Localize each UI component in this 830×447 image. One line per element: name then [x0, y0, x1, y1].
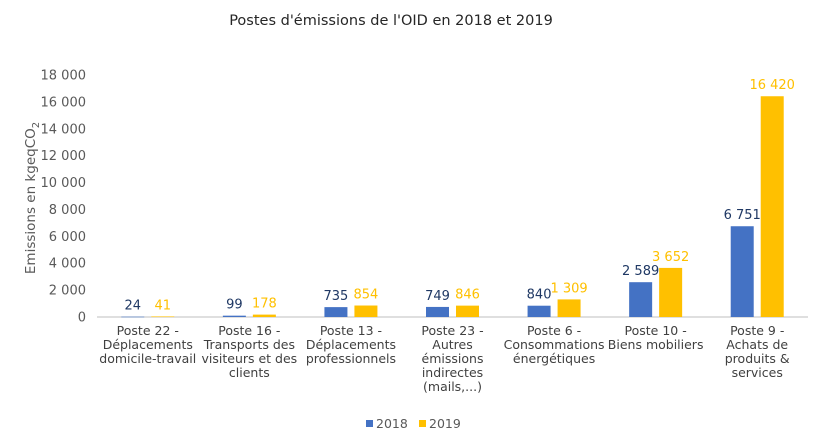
bar-2019: [354, 305, 378, 317]
data-label-2018: 6 751: [724, 208, 761, 223]
y-tick-label: 8 000: [49, 203, 86, 218]
x-category-label-line: Poste 10 -: [625, 323, 687, 338]
y-axis-title: Emissions en kgeqCO2: [23, 122, 42, 274]
data-label-2019: 178: [252, 297, 277, 312]
x-category-label: Poste 13 -Déplacements professionnels: [306, 323, 396, 366]
y-tick-label: 4 000: [49, 257, 86, 272]
x-category-label: Poste 10 -Biens mobiliers: [608, 323, 704, 352]
y-axis-ticks: 0 2 000 4 000 6 000 8 000 10 000 12 000 14 000 1…: [41, 69, 87, 326]
x-category-label-line: Biens mobiliers: [608, 337, 704, 352]
data-label-2019: 41: [155, 298, 172, 313]
x-category-label-line: domicile-travail: [99, 351, 196, 366]
x-category-label-line: Poste 6 -: [527, 323, 581, 338]
x-category-label-line: produits &: [725, 351, 790, 366]
y-axis-title-main: Emissions en kgeqCO: [23, 128, 39, 274]
data-label-2018: 735: [324, 289, 349, 304]
bar-2019: [151, 316, 175, 318]
bar-2019: [760, 96, 784, 318]
y-tick-label: 0: [78, 311, 86, 326]
data-label-2019: 854: [354, 288, 379, 303]
x-category-label-line: professionnels: [306, 351, 396, 366]
x-category-label-line: Transports des: [203, 337, 295, 352]
bars: [121, 96, 784, 318]
x-category-label: Poste 6 -Consommations énergétiques: [504, 323, 605, 366]
bar-2019: [659, 267, 683, 317]
y-tick-label: 18 000: [41, 69, 87, 84]
data-label-2018: 840: [527, 288, 552, 303]
legend-label-2019: 2019: [429, 416, 461, 431]
x-category-label-line: indirectes: [422, 365, 483, 380]
y-tick-label: 16 000: [41, 95, 87, 110]
x-category-label-line: Poste 16 -: [218, 323, 280, 338]
x-category-label-line: clients: [229, 365, 270, 380]
data-label-2018: 24: [125, 299, 142, 314]
bar-2019: [252, 314, 276, 317]
x-category-label-line: services: [732, 365, 783, 380]
bar-2018: [527, 305, 551, 317]
data-label-2018: 99: [226, 298, 243, 313]
y-tick-label: 14 000: [41, 122, 87, 137]
legend-swatch-2018: [366, 420, 373, 427]
x-category-label: Poste 16 -Transports des visiteurs et des…: [202, 323, 298, 380]
bar-2018: [629, 282, 653, 317]
bar-2018: [121, 316, 145, 318]
data-label-2019: 1 309: [550, 281, 587, 296]
category-labels: Poste 22 -Déplacements domicile-travailPo…: [99, 323, 790, 394]
bar-2018: [730, 226, 754, 317]
y-axis-title-subscript: 2: [31, 122, 42, 128]
x-category-label-line: visiteurs et des: [202, 351, 298, 366]
x-category-label-line: Poste 9 -: [730, 323, 784, 338]
y-tick-label: 12 000: [41, 149, 87, 164]
data-label-2018: 2 589: [622, 264, 659, 279]
x-category-label-line: Autres: [432, 337, 472, 352]
legend: 2018 2019: [366, 416, 461, 431]
data-label-2019: 846: [455, 288, 480, 303]
x-category-label-line: Achats de: [726, 337, 788, 352]
data-label-2019: 16 420: [749, 78, 795, 93]
bar-2019: [456, 305, 479, 317]
y-tick-label: 10 000: [41, 176, 87, 191]
bar-2018: [324, 307, 348, 317]
x-category-label-line: émissions: [422, 351, 484, 366]
x-category-label-line: Déplacements: [103, 337, 193, 352]
x-category-label: Poste 23 -Autres émissions indirectes (mail…: [421, 323, 483, 394]
data-label-2018: 749: [425, 289, 450, 304]
y-tick-label: 6 000: [49, 230, 86, 245]
bar-2019: [557, 299, 581, 317]
y-tick-label: 2 000: [49, 284, 86, 299]
x-category-label-line: Poste 13 -: [320, 323, 382, 338]
legend-swatch-2019: [419, 420, 426, 427]
x-category-label: Poste 22 -Déplacements domicile-travail: [99, 323, 196, 366]
x-category-label-line: (mails,...): [423, 379, 482, 394]
x-category-label-line: énergétiques: [513, 351, 595, 366]
bar-2018: [222, 315, 246, 317]
x-category-label: Poste 9 -Achats de produits & services: [725, 323, 790, 380]
data-label-2019: 3 652: [652, 250, 689, 265]
x-category-label-line: Consommations: [504, 337, 605, 352]
chart-title: Postes d'émissions de l'OID en 2018 et 2…: [229, 13, 553, 29]
x-category-label-line: Poste 22 -: [117, 323, 179, 338]
x-category-label-line: Déplacements: [306, 337, 396, 352]
x-category-label-line: Poste 23 -: [421, 323, 483, 338]
bar-2018: [426, 306, 449, 317]
legend-label-2018: 2018: [376, 416, 408, 431]
